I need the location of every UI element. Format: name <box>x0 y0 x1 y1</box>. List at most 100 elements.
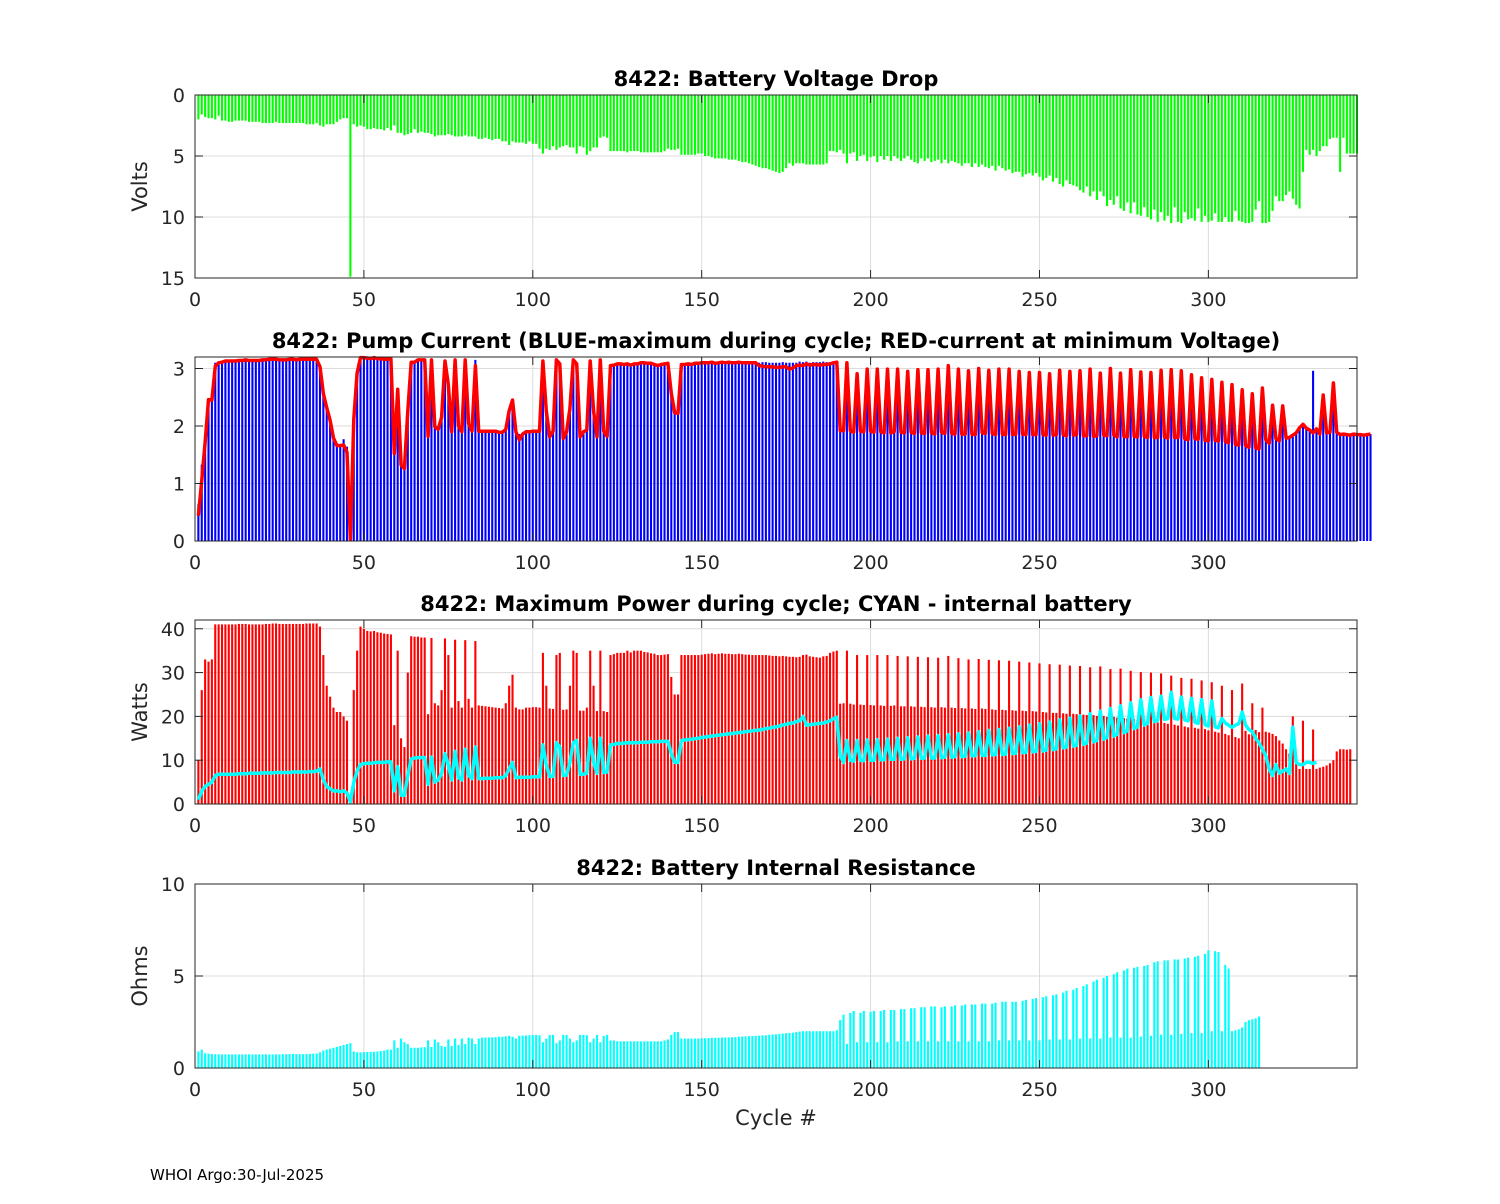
bar <box>700 362 703 541</box>
bar <box>484 431 487 541</box>
bar <box>376 632 379 804</box>
bar <box>1055 434 1058 542</box>
bar <box>916 1041 919 1068</box>
bar <box>457 1045 460 1068</box>
bar <box>548 708 551 804</box>
bar <box>1328 763 1332 804</box>
bar <box>1244 445 1247 541</box>
bar <box>629 652 632 804</box>
bar <box>774 655 778 804</box>
bar <box>1187 727 1190 804</box>
bar <box>1335 95 1338 138</box>
bar <box>1318 95 1321 152</box>
bar <box>643 362 646 541</box>
bar <box>629 1041 632 1068</box>
bar <box>1051 712 1055 804</box>
bar <box>291 95 294 124</box>
bar <box>1105 435 1109 541</box>
bar <box>416 636 419 804</box>
bar <box>440 1045 443 1068</box>
x-tick-label: 100 <box>515 1079 551 1101</box>
bar <box>447 378 450 541</box>
bar <box>886 95 889 156</box>
bar <box>464 95 467 136</box>
bar <box>1257 95 1261 202</box>
bar <box>1001 95 1004 169</box>
bar <box>673 1032 676 1068</box>
chart-title: 8422: Battery Voltage Drop <box>614 67 939 91</box>
x-tick-label: 300 <box>1190 815 1226 837</box>
bar <box>1095 95 1098 200</box>
bar <box>1133 967 1136 1068</box>
bar <box>687 655 690 804</box>
bar <box>210 659 213 804</box>
bar <box>1241 1027 1244 1068</box>
bar <box>933 1006 936 1068</box>
bar <box>974 1004 977 1068</box>
bar <box>1254 729 1257 804</box>
bar <box>876 655 879 804</box>
bar <box>200 464 203 541</box>
bar <box>342 95 345 119</box>
bar <box>579 95 582 147</box>
bar <box>883 95 886 160</box>
bar <box>849 430 852 541</box>
x-tick-label: 200 <box>852 815 888 837</box>
bar <box>207 399 210 541</box>
bar <box>622 1041 626 1068</box>
bar <box>1193 95 1196 221</box>
bar <box>1298 95 1301 209</box>
bar <box>1271 733 1274 804</box>
bar <box>1183 726 1186 804</box>
bar <box>815 1031 818 1068</box>
bar <box>582 431 585 541</box>
bar <box>1116 972 1119 1068</box>
bar <box>504 1036 507 1068</box>
bar <box>214 1054 217 1068</box>
bar <box>210 1054 213 1068</box>
bar <box>707 653 710 804</box>
bar <box>697 363 700 541</box>
bar <box>751 1035 754 1068</box>
bar <box>697 655 700 804</box>
bar <box>322 655 325 804</box>
bar <box>1257 1016 1261 1068</box>
bar <box>801 362 805 541</box>
bar <box>312 623 315 804</box>
bar <box>210 400 213 542</box>
bar <box>514 1038 517 1068</box>
bar <box>1004 434 1007 542</box>
bar <box>626 95 629 153</box>
bar <box>626 1041 629 1068</box>
bar <box>974 95 977 164</box>
bar <box>940 1007 943 1068</box>
bar <box>1227 95 1230 222</box>
bar <box>237 360 240 541</box>
bar <box>237 1054 240 1068</box>
bar <box>413 95 416 130</box>
bar <box>1264 731 1267 804</box>
bar <box>1271 95 1274 211</box>
bar <box>984 433 987 541</box>
bar <box>356 650 359 804</box>
bar <box>616 363 619 541</box>
bar <box>886 655 889 804</box>
bar <box>359 357 362 541</box>
bar <box>660 1041 663 1068</box>
bar <box>1234 736 1237 804</box>
bar <box>487 706 490 804</box>
bar <box>883 1010 886 1068</box>
y-tick-label: 3 <box>173 359 185 381</box>
bar <box>541 652 544 804</box>
bar <box>416 359 419 542</box>
bar <box>717 1037 720 1068</box>
bar <box>278 623 281 804</box>
bar <box>788 656 791 804</box>
bar <box>1241 95 1244 222</box>
bar <box>538 431 541 541</box>
bar <box>1092 95 1095 192</box>
bar <box>845 95 848 164</box>
bar <box>484 95 487 138</box>
y-tick-label: 10 <box>161 207 185 229</box>
bar <box>1261 95 1264 224</box>
